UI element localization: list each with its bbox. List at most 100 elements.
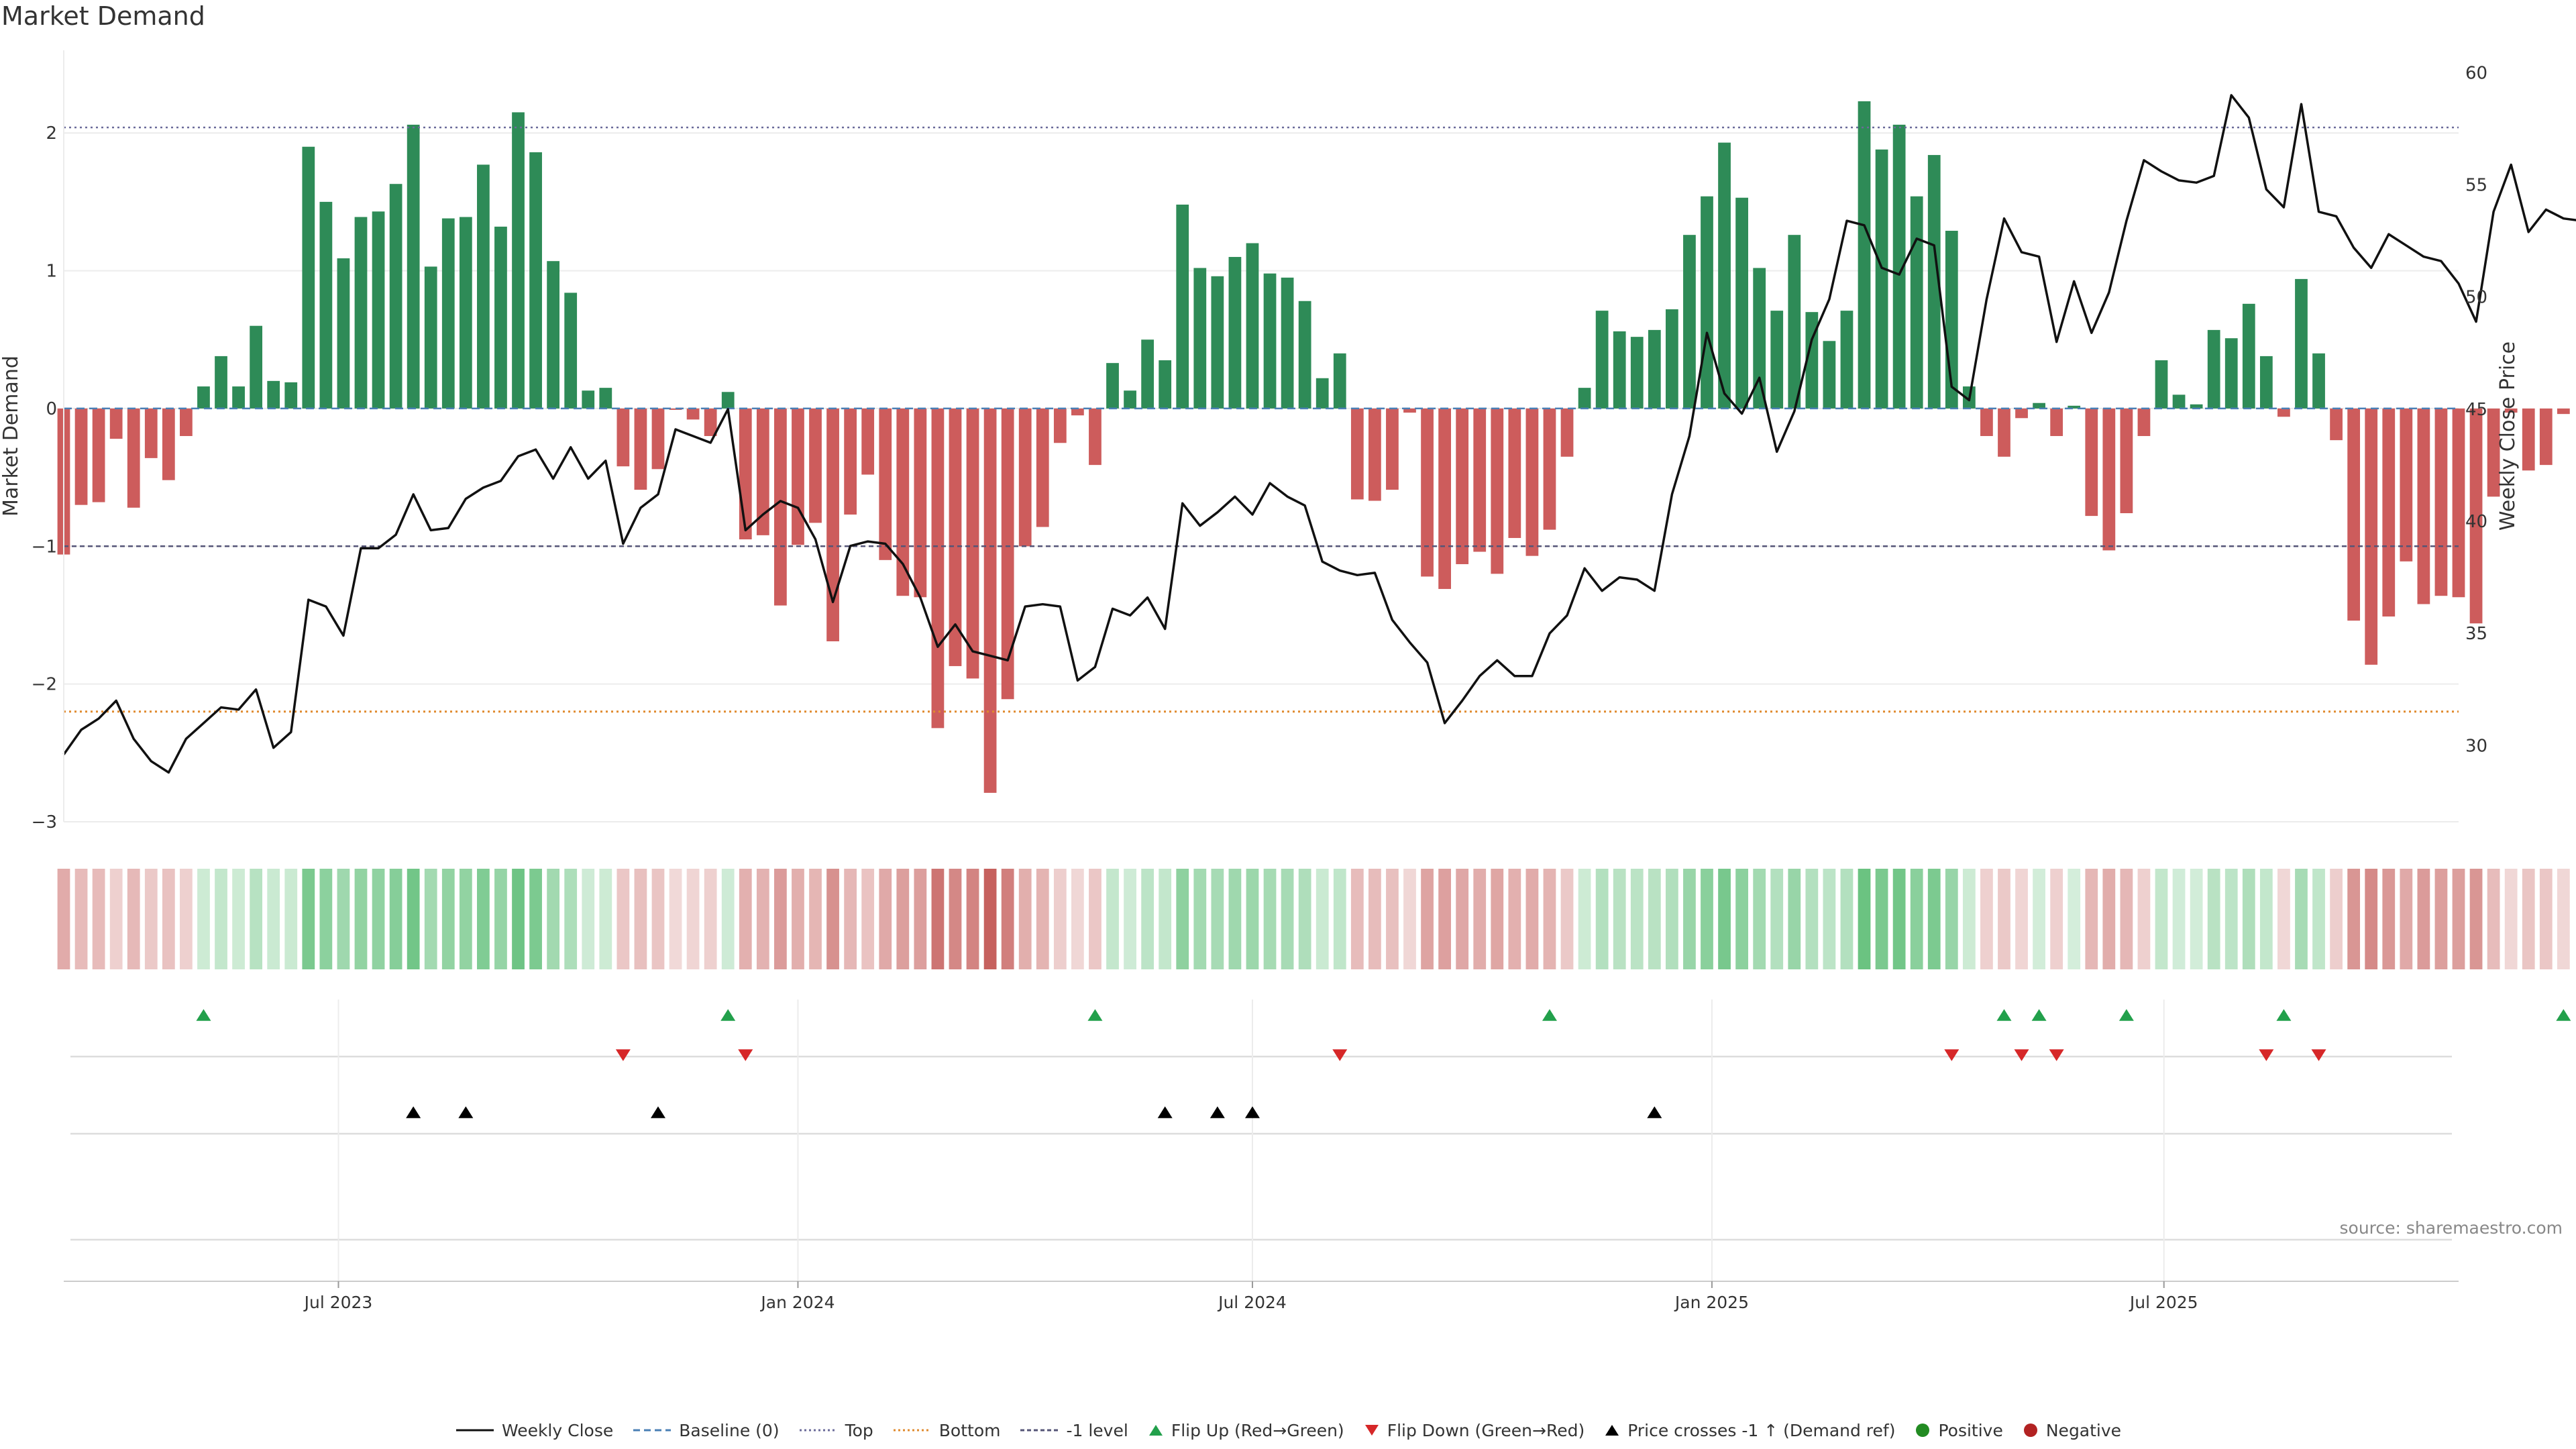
demand-bar: [1910, 196, 1923, 409]
grid-layer: [64, 132, 2459, 822]
y-tick-label: 1: [46, 262, 57, 282]
demand-bar: [319, 201, 333, 409]
demand-bar: [1927, 155, 1941, 409]
demand-bar: [809, 408, 822, 523]
flip-down-marker: [615, 1049, 631, 1061]
flip-up-marker: [2276, 1009, 2292, 1021]
demand-bar: [1858, 101, 1871, 409]
y2-tick-label: 40: [2465, 512, 2487, 532]
demand-bar: [599, 388, 612, 409]
demand-bar: [1595, 311, 1609, 409]
heat-cell: [529, 869, 542, 969]
demand-bar: [197, 386, 210, 409]
legend-label: Weekly Close: [501, 1420, 614, 1440]
demand-bar: [1998, 408, 2010, 457]
heat-cell: [2312, 869, 2325, 969]
demand-bar: [2469, 408, 2483, 624]
heat-cell: [1386, 869, 1399, 969]
legend-label: Baseline (0): [679, 1420, 780, 1440]
demand-bar: [2033, 402, 2045, 409]
heat-cell: [1159, 869, 1172, 969]
demand-bar: [2487, 408, 2500, 497]
demand-bar: [1543, 408, 1556, 530]
demand-bar: [1648, 329, 1661, 409]
heat-cell: [424, 869, 437, 969]
heat-cell: [1053, 869, 1067, 969]
heat-cell: [284, 869, 298, 969]
demand-bar: [109, 408, 123, 439]
weekly-close-line: [62, 94, 2576, 774]
demand-bar: [634, 408, 647, 490]
demand-bar: [1665, 309, 1678, 409]
heat-cell: [1193, 869, 1207, 969]
heat-cell: [1770, 869, 1784, 969]
heat-cell: [1735, 869, 1748, 969]
heat-cell: [494, 869, 507, 969]
x-axis: Jul 2023 Jan 2024 Jul 2024 Jan 2025 Jul 2025: [64, 1281, 2459, 1312]
price-cross-marker: [458, 1106, 474, 1118]
demand-bar: [1176, 205, 1189, 409]
demand-bar: [1141, 339, 1155, 409]
heat-cell: [1683, 869, 1696, 969]
demand-bar: [1053, 408, 1067, 443]
legend-item: Top: [798, 1421, 873, 1440]
demand-bar: [2365, 408, 2378, 665]
flip-up-marker: [2556, 1009, 2571, 1021]
demand-bar: [1892, 124, 1906, 409]
demand-bar: [337, 258, 350, 409]
legend-item: Weekly Close: [455, 1421, 613, 1440]
legend-swatch: [1916, 1424, 1930, 1437]
heat-cell: [1578, 869, 1591, 969]
heat-cell: [809, 869, 822, 969]
heat-cell: [1106, 869, 1119, 969]
legend-item: Baseline (0): [632, 1420, 780, 1440]
chart-title: Market Demand: [1, 1, 205, 31]
demand-bar: [1386, 408, 1399, 490]
heat-cell: [180, 869, 193, 969]
heat-cell: [2347, 869, 2361, 969]
heat-cell: [2487, 869, 2500, 969]
legend-swatch: [1020, 1429, 1059, 1432]
event-markers: [70, 1000, 2571, 1281]
flip-down-marker: [1944, 1049, 1960, 1061]
heat-cell: [1176, 869, 1189, 969]
heat-cell: [2190, 869, 2203, 969]
demand-bar: [144, 408, 158, 458]
x-tick-label: Jul 2023: [303, 1293, 373, 1312]
price-cross-marker: [1244, 1106, 1260, 1118]
demand-bar: [1159, 360, 1172, 409]
legend-swatch: [1148, 1425, 1163, 1436]
demand-bar: [1473, 408, 1487, 552]
heat-cell: [2452, 869, 2465, 969]
demand-bar: [529, 152, 542, 409]
demand-bar: [180, 408, 193, 436]
heat-cell: [1473, 869, 1487, 969]
legend-triangle-up: [1148, 1425, 1163, 1436]
heat-cell: [319, 869, 333, 969]
legend-swatch: [633, 1429, 672, 1432]
heat-cell: [1246, 869, 1259, 969]
demand-bar: [354, 217, 368, 409]
demand-bar: [2504, 408, 2518, 413]
demand-bar: [756, 408, 769, 535]
heat-cell: [162, 869, 175, 969]
heat-cell: [232, 869, 245, 969]
demand-bar: [2015, 408, 2028, 419]
y-tick-label: −3: [32, 812, 57, 833]
legend-triangle-down: [1364, 1425, 1379, 1436]
heat-cell: [1001, 869, 1014, 969]
heat-cell: [1525, 869, 1539, 969]
flip-down-marker: [2259, 1049, 2274, 1061]
heat-cell: [844, 869, 857, 969]
demand-bar: [1350, 408, 1364, 500]
heat-cell: [2434, 869, 2448, 969]
heat-cell: [1228, 869, 1242, 969]
heat-cell: [1648, 869, 1661, 969]
flip-down-marker: [2014, 1049, 2029, 1061]
demand-bar: [2137, 408, 2151, 436]
demand-bar: [1001, 408, 1014, 700]
heat-cell: [1927, 869, 1941, 969]
demand-bar: [2434, 408, 2448, 596]
demand-bar: [2190, 404, 2203, 409]
demand-bar: [1089, 408, 1102, 466]
